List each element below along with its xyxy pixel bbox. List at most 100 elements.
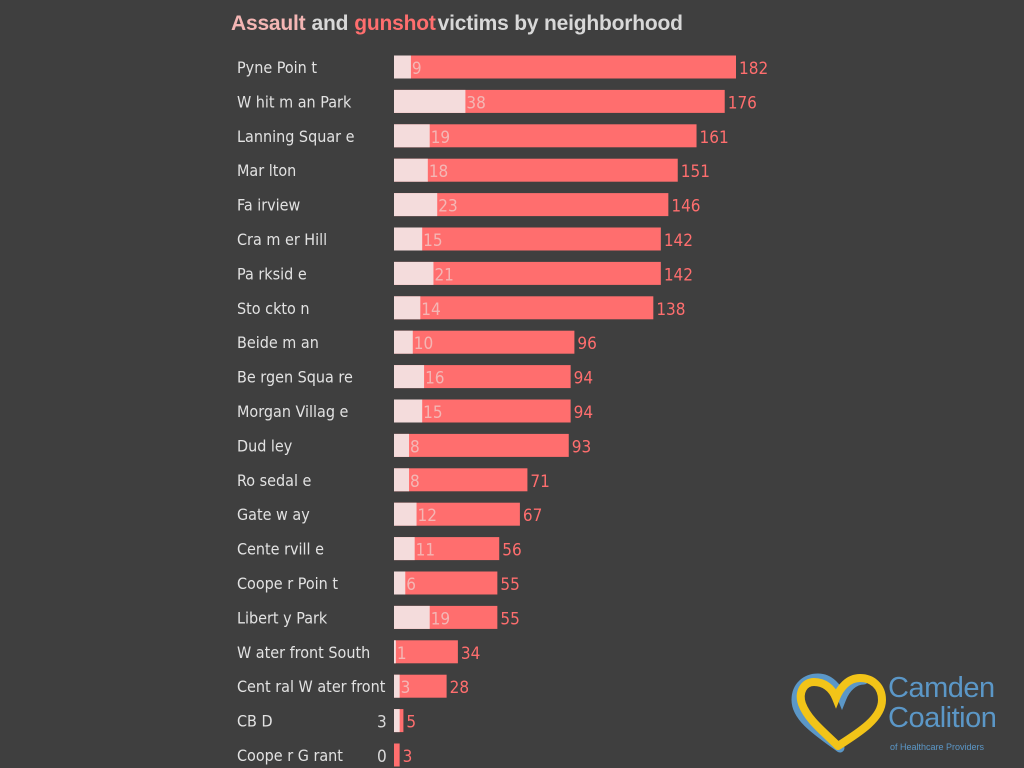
category-label-cramer-hill: Cra m er Hill [237,230,327,249]
gunshot-bar-cbd [394,709,400,733]
category-label-liberty-park: Libert y Park [237,608,328,627]
gunshot-bar-bergen-square [394,365,425,389]
gunshot-bar-rosedale [394,468,410,492]
gunshot-bar-liberty-park [394,605,430,629]
gunshot-bar-centerville [394,537,415,561]
assault-value-liberty-park: 55 [500,609,519,629]
assault-bar-pyne-point [394,55,736,79]
gunshot-value-central-waterfront: 3 [401,678,411,698]
category-label-cooper-grant: Coope r G rant [237,746,343,765]
category-label-dudley: Dud ley [237,436,293,455]
assault-value-dudley: 93 [572,437,591,457]
logo-tagline: of Healthcare Providers [890,742,985,752]
title-rest: victims by neighborhood [437,12,683,35]
gunshot-value-cooper-point: 6 [406,575,416,595]
assault-value-whitman-park: 176 [728,93,757,113]
assault-value-central-waterfront: 28 [450,678,469,698]
assault-bar-lanning-square [394,124,697,148]
gunshot-value-cooper-grant: 0 [377,747,387,767]
category-label-whitman-park: W hit m an Park [237,92,352,111]
assault-bar-waterfront-south [394,640,458,664]
gunshot-bar-marlton [394,158,428,182]
category-label-stockton: Sto ckto n [237,299,310,318]
gunshot-value-bergen-square: 16 [425,369,444,389]
assault-value-pyne-point: 182 [739,59,768,79]
gunshot-bar-central-waterfront [394,674,400,698]
gunshot-value-whitman-park: 38 [466,93,485,113]
category-label-cbd: CB D [237,712,273,731]
assault-value-morgan-village: 94 [574,403,593,423]
assault-value-cooper-point: 55 [500,575,519,595]
title-gunshot: gunshot [354,12,436,35]
assault-bar-cooper-grant [394,743,400,767]
gunshot-value-waterfront-south: 1 [397,644,407,664]
assault-bar-marlton [394,158,678,182]
category-label-bergen-square: Be rgen Squa re [237,368,353,387]
assault-value-gateway: 67 [523,506,542,526]
gunshot-bar-pyne-point [394,55,411,79]
gunshot-value-liberty-park: 19 [431,609,450,629]
category-label-cooper-point: Coope r Poin t [237,574,338,593]
assault-bar-morgan-village [394,399,571,423]
assault-bar-central-waterfront [394,674,447,698]
gunshot-bar-lanning-square [394,124,430,148]
assault-bar-dudley [394,433,569,457]
assault-value-cramer-hill: 142 [664,231,693,251]
gunshot-value-gateway: 12 [418,506,437,526]
gunshot-value-morgan-village: 15 [423,403,442,423]
gunshot-bar-cooper-point [394,571,406,595]
assault-value-cooper-grant: 3 [403,747,413,767]
title-assault: Assault [231,12,306,35]
assault-value-bergen-square: 94 [574,369,593,389]
assault-bar-parkside [394,261,661,285]
gunshot-bar-fairview [394,193,438,217]
assault-bar-fairview [394,193,669,217]
logo-wordmark: Camden Coalition [888,673,997,734]
gunshot-value-lanning-square: 19 [431,128,450,148]
category-label-gateway: Gate w ay [237,505,310,524]
gunshot-bar-cramer-hill [394,227,423,251]
assault-bar-gateway [394,502,520,526]
category-label-centerville: Cente rvill e [237,540,324,559]
assault-bar-rosedale [394,468,528,492]
gunshot-bar-morgan-village [394,399,423,423]
logo-yellow-loop [796,673,887,750]
gunshot-bar-stockton [394,296,421,320]
logo-line-coalition: Coalition [888,702,997,734]
assault-value-rosedale: 71 [530,472,549,492]
gunshot-value-cramer-hill: 15 [423,231,442,251]
assault-bar-stockton [394,296,654,320]
assault-value-fairview: 146 [671,197,700,217]
gunshot-value-cbd: 3 [377,713,387,733]
assault-bar-beideman [394,330,575,354]
gunshot-value-parkside: 21 [434,265,453,285]
category-label-rosedale: Ro sedal e [237,471,312,490]
category-label-marlton: Mar lton [237,161,296,180]
assault-value-parkside: 142 [664,265,693,285]
gunshot-bar-whitman-park [394,89,466,113]
gunshot-bar-parkside [394,261,434,285]
category-label-central-waterfront: Cent ral W ater front [237,677,386,696]
gunshot-value-dudley: 8 [410,437,420,457]
gunshot-value-marlton: 18 [429,162,448,182]
category-label-beideman: Beide m an [237,333,319,352]
gunshot-value-pyne-point: 9 [412,59,422,79]
category-label-morgan-village: Morgan Villag e [237,402,349,421]
assault-value-marlton: 151 [681,162,710,182]
assault-value-stockton: 138 [656,300,685,320]
category-label-fairview: Fa irview [237,196,300,215]
category-label-lanning-square: Lanning Squar e [237,127,355,146]
assault-value-beideman: 96 [577,334,596,354]
assault-value-centerville: 56 [502,541,521,561]
gunshot-bar-gateway [394,502,417,526]
gunshot-bar-waterfront-south [394,640,396,664]
gunshot-bar-dudley [394,433,410,457]
gunshot-bar-beideman [394,330,413,354]
logo-blue-loop [791,673,869,753]
gunshot-value-rosedale: 8 [410,472,420,492]
assault-bar-cramer-hill [394,227,661,251]
camden-coalition-logo [791,673,887,753]
assault-value-waterfront-south: 34 [461,644,480,664]
category-label-waterfront-south: W ater front South [237,643,370,662]
